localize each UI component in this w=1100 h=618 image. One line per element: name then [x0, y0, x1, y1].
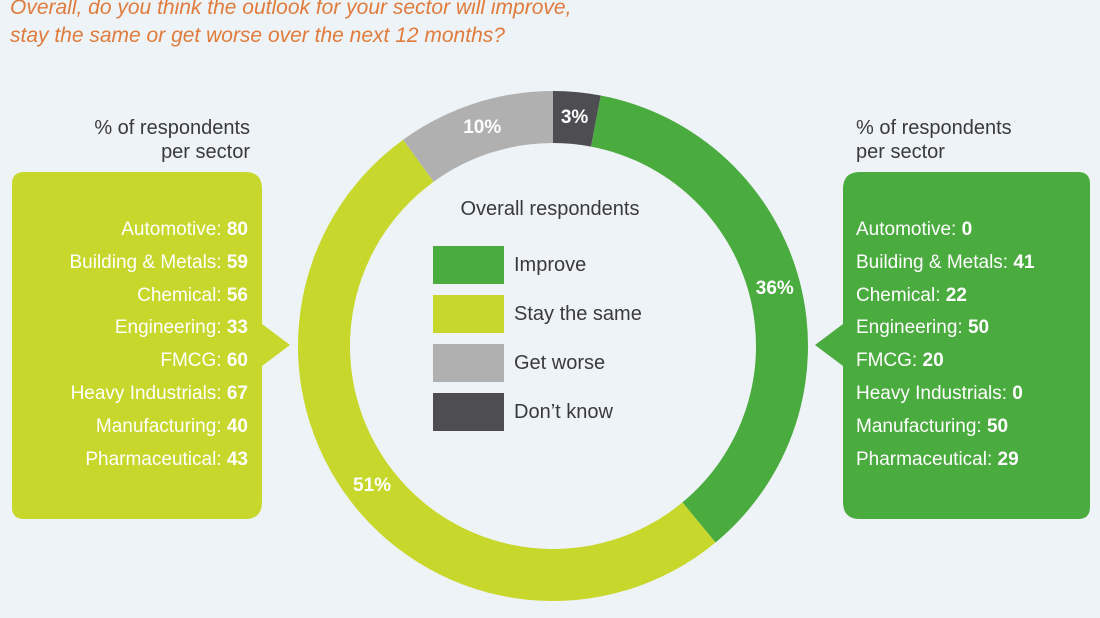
sector-value: 40 [221, 415, 248, 437]
sector-item: FMCG: 20 [856, 345, 1086, 378]
legend-swatch [433, 393, 504, 431]
legend-swatch [433, 295, 504, 333]
sector-value: 59 [221, 251, 248, 273]
sector-item: Automotive: 80 [12, 214, 248, 247]
sector-value: 0 [1007, 382, 1023, 404]
sector-item: Building & Metals: 59 [12, 247, 249, 280]
legend-swatch [433, 246, 504, 284]
left-panel-title-line-1: % of respondents [94, 117, 250, 139]
right-panel-title-line-2: per sector [856, 141, 945, 163]
left-sector-panel [12, 172, 290, 519]
left-panel-title-line-2: per sector [161, 141, 250, 163]
sector-item: Pharmaceutical: 29 [856, 444, 1086, 477]
sector-value: 41 [1008, 251, 1035, 273]
left-sector-list: Automotive: 80 Building & Metals: 59 Chemi… [12, 214, 249, 477]
sector-item: Chemical: 56 [12, 280, 248, 313]
right-sector-panel [815, 172, 1090, 519]
right-sector-list: Automotive: 0 Building & Metals: 41 Chemic… [856, 214, 1086, 476]
sector-value: 56 [221, 284, 248, 306]
slice-improve [591, 95, 809, 543]
slice-stay-the-same [297, 139, 716, 602]
sector-value: 22 [940, 284, 967, 306]
slice-get-worse [403, 91, 553, 182]
legend-label: Don’t know [514, 400, 613, 423]
sector-item: Pharmaceutical: 43 [12, 444, 248, 477]
sector-item: Building & Metals: 41 [856, 247, 1086, 280]
legend-item-stay-the-same: Stay the same [433, 295, 642, 333]
sector-label: Chemical: [856, 284, 941, 306]
legend-label: Stay the same [514, 302, 642, 325]
sector-label: Pharmaceutical: [85, 448, 222, 470]
sector-value: 33 [221, 317, 248, 339]
sector-value: 60 [221, 350, 248, 372]
sector-label: Manufacturing: [95, 415, 222, 437]
sector-label: Engineering: [114, 317, 222, 339]
legend-item-get-worse: Get worse [433, 344, 642, 382]
question-line-2: stay the same or get worse over the next… [10, 24, 505, 47]
sector-label: Building & Metals: [856, 251, 1009, 273]
sector-label: Manufacturing: [856, 415, 982, 437]
sector-label: Pharmaceutical: [856, 448, 993, 470]
sector-label: Engineering: [856, 317, 963, 339]
legend-label: Get worse [514, 351, 606, 374]
sector-label: Heavy Industrials: [70, 382, 222, 404]
sector-item: Heavy Industrials: 67 [12, 378, 248, 411]
label-dont-know: 3% [560, 107, 589, 129]
slice-dont-know [553, 91, 601, 147]
sector-value: 50 [962, 317, 990, 339]
sector-item: Engineering: 50 [856, 312, 1086, 345]
sector-item: Engineering: 33 [12, 312, 248, 345]
label-improve: 36% [755, 278, 794, 300]
sector-value: 50 [981, 415, 1009, 437]
sector-value: 0 [956, 219, 973, 240]
label-get-worse: 10% [463, 117, 502, 139]
right-panel-title-line-1: % of respondents [856, 117, 1012, 139]
right-panel-title: % of respondents per sector [856, 116, 1076, 164]
sector-item: FMCG: 60 [12, 345, 248, 378]
label-stay-the-same: 51% [353, 475, 392, 497]
sector-item: Manufacturing: 50 [856, 411, 1086, 444]
sector-item: Heavy Industrials: 0 [856, 378, 1086, 411]
sector-label: FMCG: [160, 350, 222, 372]
sector-value: 67 [221, 382, 248, 404]
sector-label: FMCG: [856, 350, 918, 372]
legend-label: Improve [514, 253, 587, 276]
sector-label: Heavy Industrials: [856, 382, 1008, 404]
sector-label: Chemical: [137, 284, 222, 306]
legend-swatch [433, 344, 504, 382]
sector-value: 80 [221, 219, 248, 240]
sector-item: Manufacturing: 40 [12, 411, 248, 444]
legend-item-dont-know: Don’t know [433, 393, 642, 431]
sector-value: 20 [917, 350, 944, 372]
sector-value: 29 [992, 448, 1019, 470]
question-text: Overall, do you think the outlook for yo… [10, 0, 910, 50]
question-line-1: Overall, do you think the outlook for yo… [10, 0, 572, 19]
legend: Improve Stay the same Get worse Don’t know [433, 246, 642, 442]
sector-item: Chemical: 22 [856, 280, 1086, 313]
sector-item: Automotive: 0 [856, 214, 1086, 247]
legend-item-improve: Improve [433, 246, 642, 284]
left-panel-title: % of respondents per sector [30, 116, 250, 164]
sector-label: Automotive: [856, 219, 957, 240]
sector-value: 43 [221, 448, 248, 470]
sector-label: Building & Metals: [69, 251, 222, 273]
legend-title: Overall respondents [460, 198, 640, 220]
sector-label: Automotive: [121, 219, 222, 240]
